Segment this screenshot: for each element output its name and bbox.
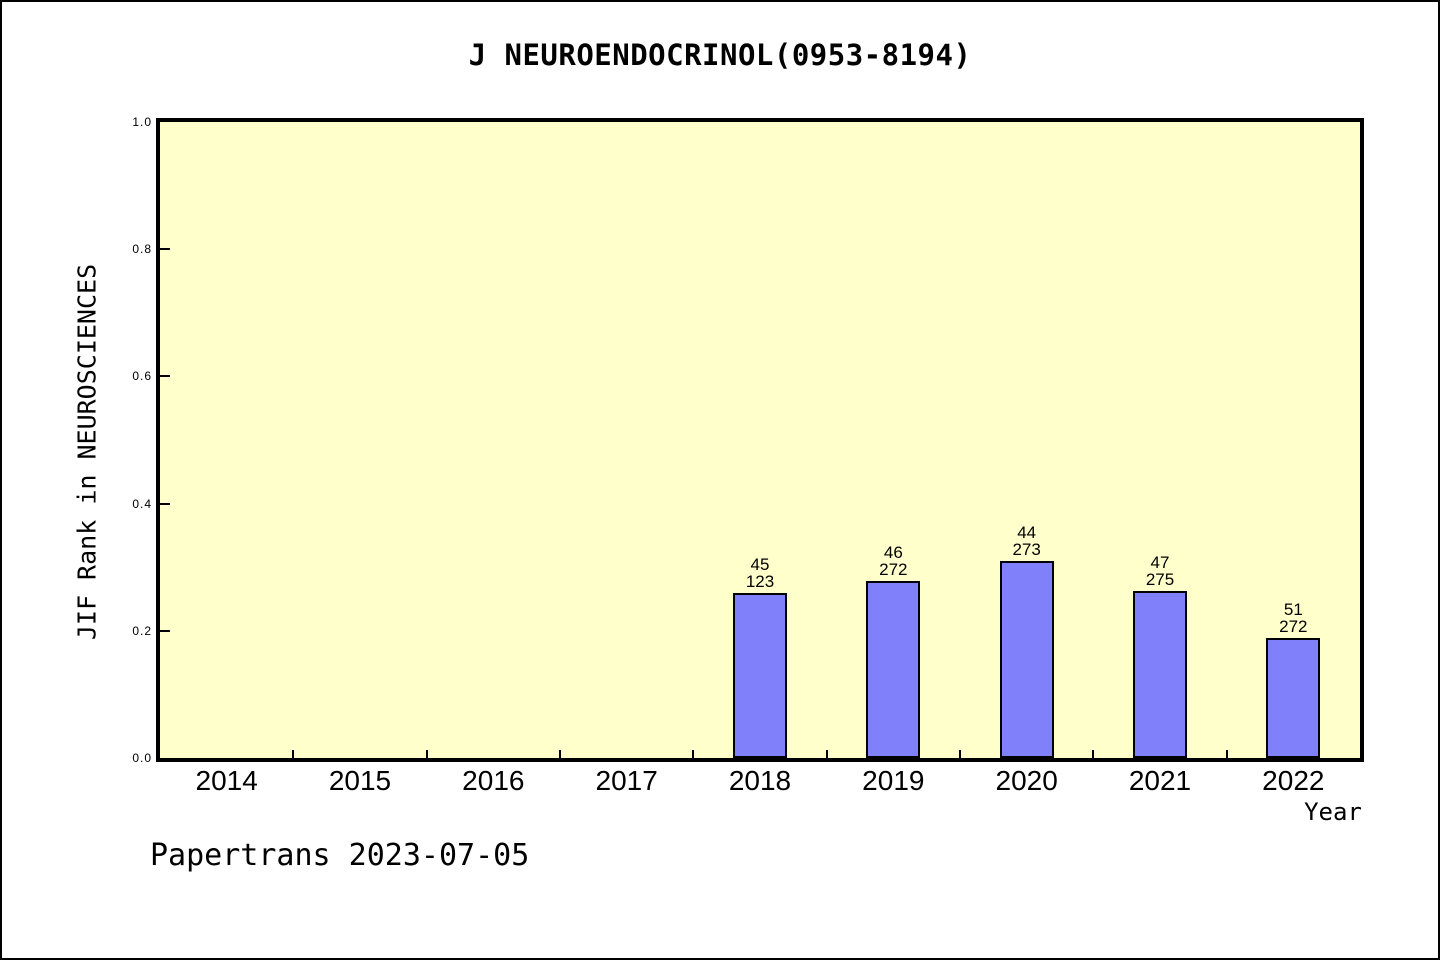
bar-rank-label: 47 <box>1150 553 1170 572</box>
bar-label-2019: 46 272 <box>833 544 953 578</box>
y-tick-mark <box>160 502 170 505</box>
bar-total-label: 123 <box>745 572 775 591</box>
bar-total-label: 273 <box>1012 540 1041 559</box>
bar-total-label: 272 <box>1279 617 1308 636</box>
x-tick-mark <box>425 750 428 758</box>
bar-2021 <box>1133 591 1187 758</box>
x-tick-label-2019: 2019 <box>862 765 925 796</box>
bar-rank-label: 45 <box>750 555 770 574</box>
y-tick-label: 0.8 <box>132 242 152 257</box>
x-tick-mark <box>559 750 561 758</box>
bar-2020 <box>999 561 1054 758</box>
bar-rank-label: 51 <box>1283 600 1303 619</box>
bar-2018 <box>733 593 787 758</box>
y-tick-mark <box>160 375 170 378</box>
x-tick-mark <box>1092 750 1095 758</box>
bar-label-2018: 45 123 <box>700 556 820 590</box>
y-tick-label: 0.0 <box>132 751 152 765</box>
y-tick-mark <box>160 629 170 632</box>
y-tick-label: 0.2 <box>132 623 152 638</box>
x-tick-label-2017: 2017 <box>595 765 658 796</box>
bar-total-label: 275 <box>1145 570 1175 589</box>
y-axis-title: JIF Rank in NEUROSCIENCES <box>72 263 102 641</box>
bar-label-2020: 44 273 <box>967 524 1087 558</box>
bar-rank-label: 46 <box>883 543 903 562</box>
x-tick-label-2021: 2021 <box>1128 765 1192 796</box>
x-tick-mark <box>959 750 961 758</box>
y-tick-mark <box>160 248 170 251</box>
plot-area: 45 123 46 272 44 273 47 275 51 272 <box>156 118 1364 762</box>
bar-label-2022: 51 272 <box>1233 601 1353 635</box>
x-tick-label-2018: 2018 <box>728 765 792 796</box>
y-tick-label: 0.4 <box>132 496 152 511</box>
x-tick-label-2020: 2020 <box>995 765 1058 796</box>
x-tick-label-2015: 2015 <box>328 765 392 796</box>
y-tick-label: 1.0 <box>132 115 152 129</box>
x-axis-title: Year <box>1304 798 1362 826</box>
bar-label-2021: 47 275 <box>1100 554 1220 588</box>
chart-title: J NEUROENDOCRINOL(0953-8194) <box>468 38 972 72</box>
x-tick-mark <box>692 750 695 758</box>
x-tick-label-2016: 2016 <box>462 765 525 796</box>
footer-watermark: Papertrans 2023-07-05 <box>150 838 530 873</box>
bar-2022 <box>1266 638 1321 758</box>
y-tick-label: 0.6 <box>132 369 152 384</box>
bar-2019 <box>866 581 921 758</box>
x-tick-mark <box>825 750 828 758</box>
x-tick-label-2014: 2014 <box>195 765 258 796</box>
x-tick-mark <box>1225 750 1228 758</box>
x-tick-label-2022: 2022 <box>1262 765 1325 796</box>
bar-rank-label: 44 <box>1017 523 1037 542</box>
bar-total-label: 272 <box>879 560 908 579</box>
x-tick-mark <box>292 750 295 758</box>
